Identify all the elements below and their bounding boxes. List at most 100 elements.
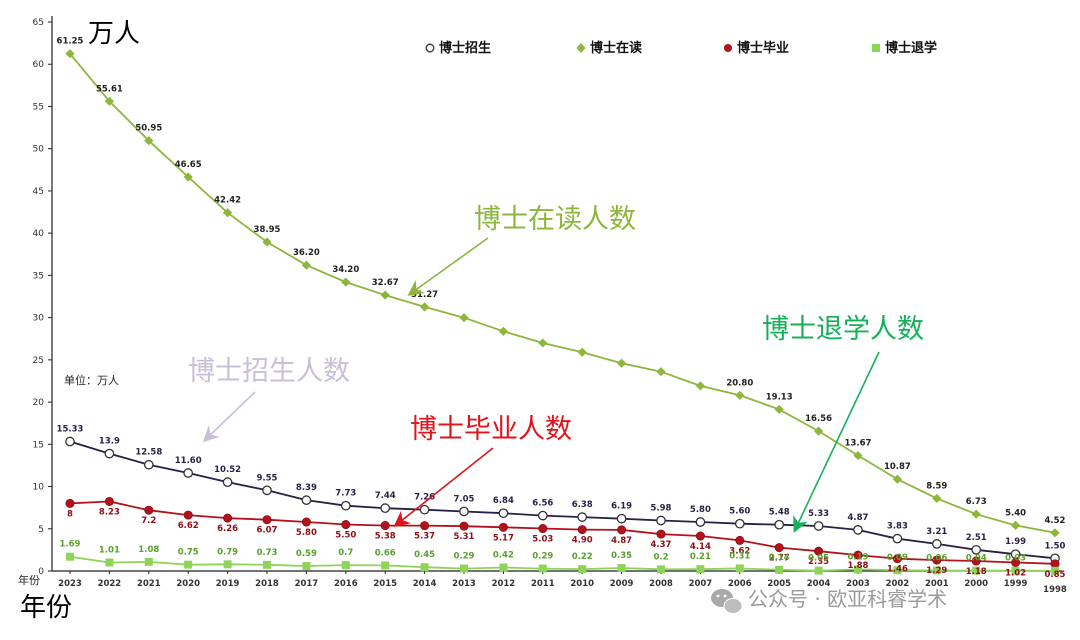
point-graduate — [459, 521, 469, 531]
point-enroll — [774, 519, 785, 530]
series-withdraw — [66, 552, 1059, 575]
series-studying — [65, 49, 1060, 538]
point-enroll — [65, 436, 75, 447]
data-label-graduate: 6.26 — [217, 524, 238, 534]
point-withdraw — [144, 557, 153, 566]
series-line-withdraw — [69, 555, 1056, 572]
data-label-enroll: 5.80 — [690, 505, 711, 515]
data-label-withdraw: 0.66 — [375, 548, 396, 558]
point-graduate — [538, 524, 548, 534]
y-tick-label: 5 — [38, 525, 44, 535]
x-tick-label: 2005 — [767, 579, 791, 589]
data-label-graduate: 4.14 — [690, 542, 711, 552]
annotation-graduate: 博士毕业人数 — [410, 414, 572, 445]
point-graduate — [577, 525, 587, 535]
point-studying — [814, 426, 824, 436]
point-studying — [459, 313, 469, 323]
point-graduate — [262, 515, 272, 525]
data-label-enroll: 10.52 — [214, 465, 241, 475]
data-label-withdraw: 0.29 — [532, 552, 553, 562]
point-graduate — [617, 525, 627, 535]
data-label-enroll: 2.51 — [966, 533, 987, 543]
x-tick-label: 2023 — [58, 579, 82, 589]
point-graduate — [183, 510, 193, 520]
legend-label-graduate: 博士毕业 — [737, 40, 789, 56]
data-label-graduate: 8.23 — [99, 507, 120, 517]
point-studying — [538, 338, 548, 348]
x-tick-label: 2021 — [137, 579, 161, 589]
y-tick-label: 25 — [33, 356, 44, 366]
data-label-enroll: 1.50 — [1045, 541, 1066, 551]
data-label-graduate: 3.62 — [729, 546, 750, 556]
point-withdraw — [341, 561, 350, 570]
data-label-enroll: 1.99 — [1005, 537, 1026, 547]
data-label-withdraw: 0.22 — [572, 552, 593, 562]
point-studying — [617, 358, 627, 368]
point-enroll — [537, 510, 548, 521]
point-studying — [301, 260, 311, 270]
data-label-enroll: 7.73 — [335, 489, 356, 499]
point-graduate — [420, 521, 430, 531]
data-label-studying: 20.80 — [726, 378, 753, 388]
legend-marker-withdraw — [872, 44, 880, 52]
x-tick-label: 2013 — [452, 579, 476, 589]
point-enroll — [931, 539, 942, 549]
series-line-studying — [69, 53, 1056, 534]
y-tick-label: 30 — [33, 314, 45, 324]
point-graduate — [932, 555, 942, 565]
axes: 0 5 10 15 20 25 30 35 40 45 50 55 60 65 2023 2022 2021 20… — [33, 16, 1067, 595]
x-tick-label: 2007 — [689, 579, 713, 589]
y-tick-label: 40 — [33, 229, 45, 239]
point-withdraw — [893, 566, 902, 575]
data-label-enroll: 5.98 — [651, 503, 672, 513]
point-withdraw — [735, 564, 744, 573]
point-graduate — [223, 513, 233, 523]
data-label-studying: 61.25 — [57, 37, 84, 47]
data-label-withdraw: 0.21 — [690, 552, 711, 562]
point-enroll — [143, 459, 154, 470]
point-withdraw — [184, 560, 193, 569]
point-graduate — [1011, 557, 1021, 567]
point-withdraw — [460, 564, 468, 573]
point-withdraw — [814, 566, 823, 575]
annotation-arrow-studying — [407, 237, 489, 296]
point-graduate — [380, 521, 390, 531]
x-tick-label: 1999 — [1004, 579, 1028, 589]
point-enroll — [340, 500, 351, 511]
data-label-withdraw: 1.69 — [60, 540, 81, 550]
wechat-icon — [711, 589, 743, 614]
data-label-enroll: 5.33 — [808, 509, 829, 519]
x-tick-label: 2009 — [610, 579, 634, 589]
point-withdraw — [538, 564, 547, 573]
point-withdraw — [854, 565, 862, 574]
data-label-withdraw: 0.31 — [729, 551, 750, 561]
point-enroll — [853, 525, 863, 535]
y-tick-label: 55 — [33, 102, 44, 112]
watermark: 公众号 · 欧亚科睿学术 — [711, 587, 947, 614]
data-label-studying: 19.13 — [766, 392, 793, 402]
x-tick-label: 2004 — [807, 579, 831, 589]
data-label-withdraw: 0.45 — [414, 550, 435, 560]
data-label-enroll: 6.56 — [532, 499, 553, 509]
data-label-graduate: 1.88 — [848, 561, 869, 571]
point-graduate — [695, 531, 705, 541]
data-label-enroll: 5.48 — [769, 508, 790, 518]
data-label-graduate: 8 — [67, 509, 73, 519]
data-label-graduate: 1.18 — [966, 567, 987, 577]
point-enroll — [892, 533, 903, 544]
watermark-text: 公众号 · 欧亚科睿学术 — [748, 587, 947, 611]
data-label-withdraw: 0.42 — [493, 550, 514, 560]
x-tick-label: 2017 — [295, 579, 319, 589]
data-label-enroll: 6.84 — [493, 496, 514, 506]
annotation-enroll: 博士招生人数 — [188, 356, 350, 387]
point-graduate — [1050, 559, 1060, 569]
point-enroll — [813, 521, 824, 531]
point-studying — [774, 404, 784, 415]
annotation-arrow-enroll — [202, 391, 256, 443]
data-label-enroll: 3.21 — [926, 527, 947, 537]
y-tick-label: 45 — [33, 187, 44, 197]
data-label-withdraw: 0.35 — [611, 551, 632, 561]
point-graduate — [341, 520, 351, 530]
data-label-graduate: 2.77 — [769, 554, 790, 564]
